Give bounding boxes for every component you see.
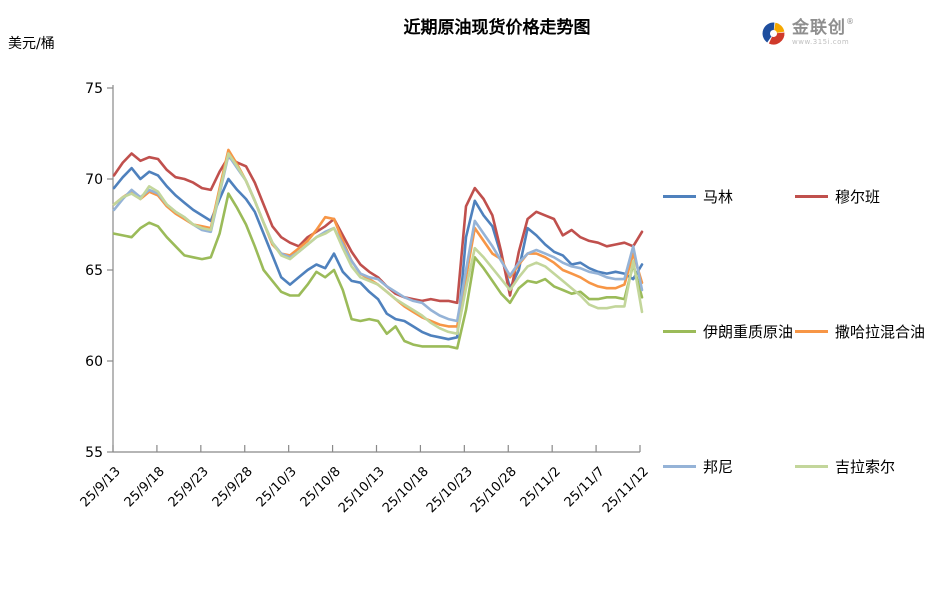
svg-text:60: 60 xyxy=(85,354,103,370)
svg-text:25/10/23: 25/10/23 xyxy=(424,464,476,516)
jlc-logo: 金联创 ® www.315i.com xyxy=(760,17,854,47)
logo-registered-mark: ® xyxy=(846,17,854,26)
svg-text:25/10/18: 25/10/18 xyxy=(380,464,432,516)
svg-text:25/11/2: 25/11/2 xyxy=(518,464,564,510)
svg-text:25/10/28: 25/10/28 xyxy=(468,464,520,516)
svg-text:75: 75 xyxy=(85,81,103,97)
chart-title: 近期原油现货价格走势图 xyxy=(403,18,591,38)
svg-text:25/9/13: 25/9/13 xyxy=(78,464,124,510)
y-axis-unit-label: 美元/桶 xyxy=(8,36,55,52)
logo-subtext: www.315i.com xyxy=(792,38,850,46)
svg-text:25/10/3: 25/10/3 xyxy=(254,464,300,510)
svg-text:25/10/13: 25/10/13 xyxy=(336,464,388,516)
svg-text:25/9/18: 25/9/18 xyxy=(122,464,168,510)
svg-text:25/11/12: 25/11/12 xyxy=(600,464,652,516)
svg-text:25/9/23: 25/9/23 xyxy=(166,464,212,510)
logo-name-text: 金联创 xyxy=(792,18,846,38)
svg-text:25/9/28: 25/9/28 xyxy=(210,464,256,510)
svg-text:55: 55 xyxy=(85,445,103,461)
svg-text:65: 65 xyxy=(85,263,103,279)
jlc-logo-icon xyxy=(762,22,785,45)
svg-text:70: 70 xyxy=(85,172,103,188)
